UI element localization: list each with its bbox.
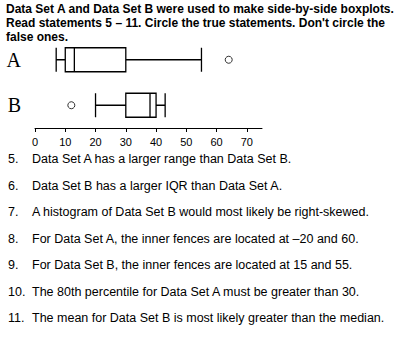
svg-text:B: B (8, 94, 21, 116)
svg-text:10: 10 (59, 136, 71, 148)
html-text:The mean for Data Set B is mos: The mean for Data Set B is most likely g… (32, 311, 385, 325)
html-text:Data Set A has a larger range: Data Set A has a larger range than Data … (32, 152, 292, 166)
html-text:The 80th percentile for Data S: The 80th percentile for Data Set A must … (32, 284, 360, 299)
html-text:7.: 7. (8, 205, 19, 219)
svg-text:0: 0 (32, 136, 38, 148)
svg-text:20: 20 (89, 136, 101, 148)
svg-text:70: 70 (241, 136, 253, 148)
svg-text:30: 30 (120, 136, 132, 148)
svg-text:A: A (7, 49, 22, 71)
html-text:6.: 6. (8, 178, 19, 193)
html-text:5.: 5. (8, 152, 19, 166)
html-text:11.: 11. (8, 311, 25, 325)
html-text:Data Set A and Data Set B were: Data Set A and Data Set B were used to m… (6, 2, 394, 44)
html-text:Data Set B has a larger IQR th: Data Set B has a larger IQR than Data Se… (32, 178, 283, 193)
svg-text:50: 50 (180, 136, 192, 148)
html-text:For Data Set B, the inner fenc: For Data Set B, the inner fences are loc… (32, 258, 353, 272)
svg-text:40: 40 (150, 136, 162, 148)
html-text:For Data Set A, the inner fenc: For Data Set A, the inner fences are loc… (32, 231, 359, 246)
html-text:A histogram of Data Set B woul: A histogram of Data Set B would most lik… (32, 205, 369, 219)
html-text:10.: 10. (8, 284, 26, 299)
html-text:8.: 8. (8, 231, 19, 246)
svg-text:60: 60 (210, 136, 222, 148)
html-text:9.: 9. (8, 258, 19, 272)
